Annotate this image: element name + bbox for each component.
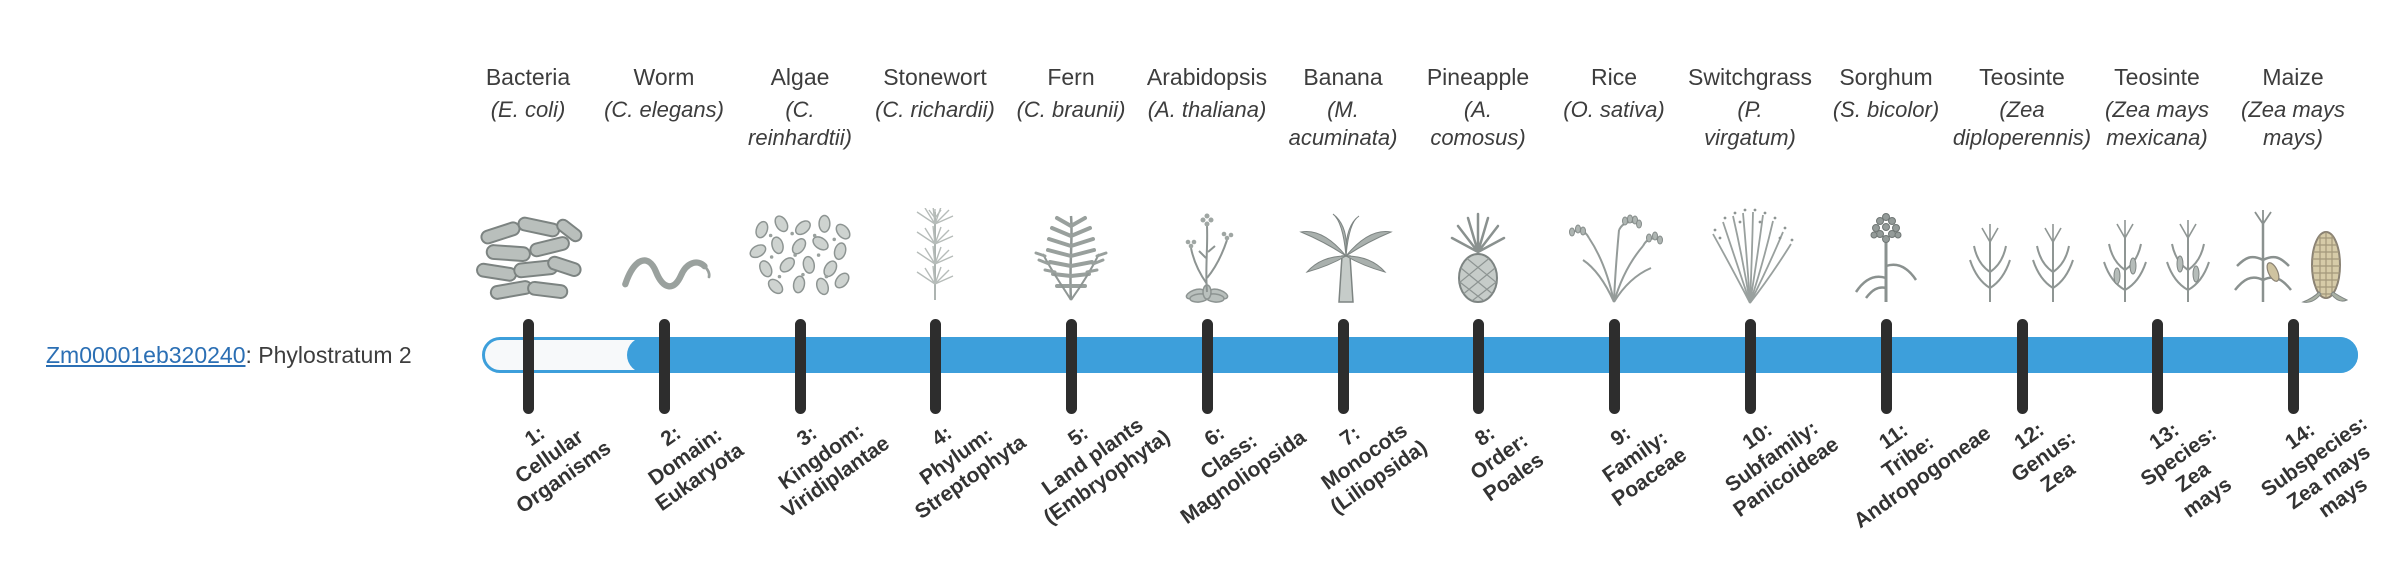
- taxon-common-name: Stonewort: [883, 64, 987, 90]
- taxon-column: Teosinte (Zea diploperennis): [1947, 62, 2097, 304]
- fern-icon: [1021, 208, 1121, 304]
- taxon-common-name: Sorghum: [1839, 64, 1933, 90]
- taxon-scientific-name: (C. elegans): [604, 97, 724, 122]
- taxon-column: Arabidopsis (A. thaliana): [1132, 62, 1282, 304]
- phylostratum-tick: [1202, 319, 1213, 414]
- phylostratum-tick: [1473, 319, 1484, 414]
- phylostratum-label: 3: Kingdom: Viridiplantae: [774, 419, 894, 523]
- banana-tree-icon: [1287, 208, 1399, 304]
- phylostratum-tick: [2152, 319, 2163, 414]
- bar-filled-region: [627, 337, 2358, 373]
- taxon-scientific-name: (E. coli): [490, 97, 566, 122]
- phylostratum-label: 13: Species: Zea mays: [2136, 418, 2236, 523]
- taxon-column: Fern (C. braunii): [996, 62, 1146, 304]
- phylostratum-tick: [659, 319, 670, 414]
- phylostratum-tick: [1745, 319, 1756, 414]
- taxon-scientific-name: (Zea mays mexicana): [2105, 97, 2209, 150]
- phylostratum-label: 1: Cellular Organisms: [511, 421, 616, 519]
- phylostratum-tick: [1338, 319, 1349, 414]
- pineapple-icon: [1428, 208, 1528, 304]
- taxon-scientific-name: (C. richardii): [875, 97, 995, 122]
- worm-icon: [609, 232, 719, 304]
- taxon-scientific-name: (C. reinhardtii): [748, 97, 852, 150]
- taxon-column: Rice (O. sativa): [1539, 62, 1689, 304]
- phylostratum-tick: [523, 319, 534, 414]
- gene-label: Zm00001eb320240: Phylostratum 2: [46, 341, 412, 369]
- sorghum-icon: [1836, 208, 1936, 304]
- taxon-column: Pineapple (A. comosus): [1403, 62, 1553, 304]
- taxon-scientific-name: (Zea diploperennis): [1952, 97, 2092, 150]
- taxon-column: Switchgrass (P. virgatum): [1675, 62, 1825, 304]
- teosinte-diploperennis-icon: [1958, 208, 2086, 304]
- phylostratum-tick: [2017, 319, 2028, 414]
- phylostratum-tick: [1881, 319, 1892, 414]
- phylostratum-label: 9: Family: Poaceae: [1598, 421, 1692, 512]
- taxon-column: Stonewort (C. richardii): [860, 62, 1010, 304]
- taxon-scientific-name: (Zea mays mays): [2241, 97, 2345, 150]
- maize-icon: [2229, 208, 2357, 304]
- taxon-scientific-name: (C. braunii): [1016, 97, 1126, 122]
- rice-plant-icon: [1559, 208, 1669, 304]
- phylostratum-label: 14: Subspecies: Zea mays mays: [2257, 411, 2375, 523]
- taxon-column: Bacteria (E. coli): [453, 62, 603, 304]
- teosinte-mexicana-icon: [2093, 208, 2221, 304]
- taxon-common-name: Pineapple: [1426, 64, 1530, 90]
- taxon-column: Maize (Zea mays mays): [2218, 62, 2368, 304]
- taxon-common-name: Maize: [2262, 64, 2324, 90]
- phylostratum-bar: [482, 337, 2358, 373]
- taxon-common-name: Fern: [1047, 64, 1095, 90]
- taxon-scientific-name: (M. acuminata): [1288, 97, 1398, 150]
- phylostratum-label: 10: Subfamily: Panicoideae: [1720, 416, 1843, 522]
- taxon-column: Algae (C. reinhardtii): [725, 62, 875, 304]
- phylostratum-label: 2: Domain: Eukaryota: [644, 421, 749, 516]
- taxon-common-name: Rice: [1590, 64, 1637, 90]
- phylostratum-tick: [1066, 319, 1077, 414]
- stonewort-icon: [885, 208, 985, 304]
- taxon-common-name: Switchgrass: [1688, 64, 1812, 90]
- taxon-common-name: Teosinte: [1979, 64, 2065, 90]
- gene-phylostratum-text: : Phylostratum 2: [245, 342, 412, 368]
- algae-icon: [745, 214, 855, 304]
- phylostratum-label: 4: Phylum: Streptophyta: [911, 421, 1031, 524]
- arabidopsis-icon: [1157, 208, 1257, 304]
- taxon-common-name: Bacteria: [485, 64, 571, 90]
- phylostratum-tick: [930, 319, 941, 414]
- taxon-column: Sorghum (S. bicolor): [1811, 62, 1961, 304]
- gene-id-link[interactable]: Zm00001eb320240: [46, 342, 246, 368]
- taxon-column: Banana (M. acuminata): [1268, 62, 1418, 304]
- taxon-scientific-name: (A. comosus): [1430, 97, 1526, 150]
- phylostratum-label: 7: Monocots (Liliopsida): [1317, 418, 1432, 519]
- taxon-scientific-name: (S. bicolor): [1832, 97, 1940, 122]
- phylostratum-label: 8: Order: Poales: [1466, 421, 1549, 507]
- taxon-common-name: Teosinte: [2114, 64, 2200, 90]
- phylostratum-tick: [795, 319, 806, 414]
- taxon-scientific-name: (A. thaliana): [1147, 97, 1267, 122]
- bacteria-icon: [469, 212, 587, 304]
- taxon-column: Worm (C. elegans): [589, 62, 739, 304]
- taxon-common-name: Arabidopsis: [1146, 64, 1268, 90]
- phylostratum-label: 11: Tribe: Andropogoneae: [1849, 418, 1995, 533]
- phylostratum-label: 6: Class: Magnoliopsida: [1176, 421, 1310, 529]
- taxon-common-name: Banana: [1303, 64, 1383, 90]
- taxon-common-name: Algae: [770, 64, 830, 90]
- taxon-common-name: Worm: [633, 64, 695, 90]
- phylostratum-label: 12: Genus: Zea: [2007, 418, 2080, 497]
- taxon-scientific-name: (P. virgatum): [1704, 97, 1796, 150]
- phylostratum-tick: [2288, 319, 2299, 414]
- taxon-column: Teosinte (Zea mays mexicana): [2082, 62, 2232, 304]
- taxon-scientific-name: (O. sativa): [1563, 97, 1665, 122]
- phylostratum-tick: [1609, 319, 1620, 414]
- switchgrass-icon: [1695, 208, 1805, 304]
- phylostratum-label: 5: Land plants (Embryophyta): [1037, 413, 1175, 530]
